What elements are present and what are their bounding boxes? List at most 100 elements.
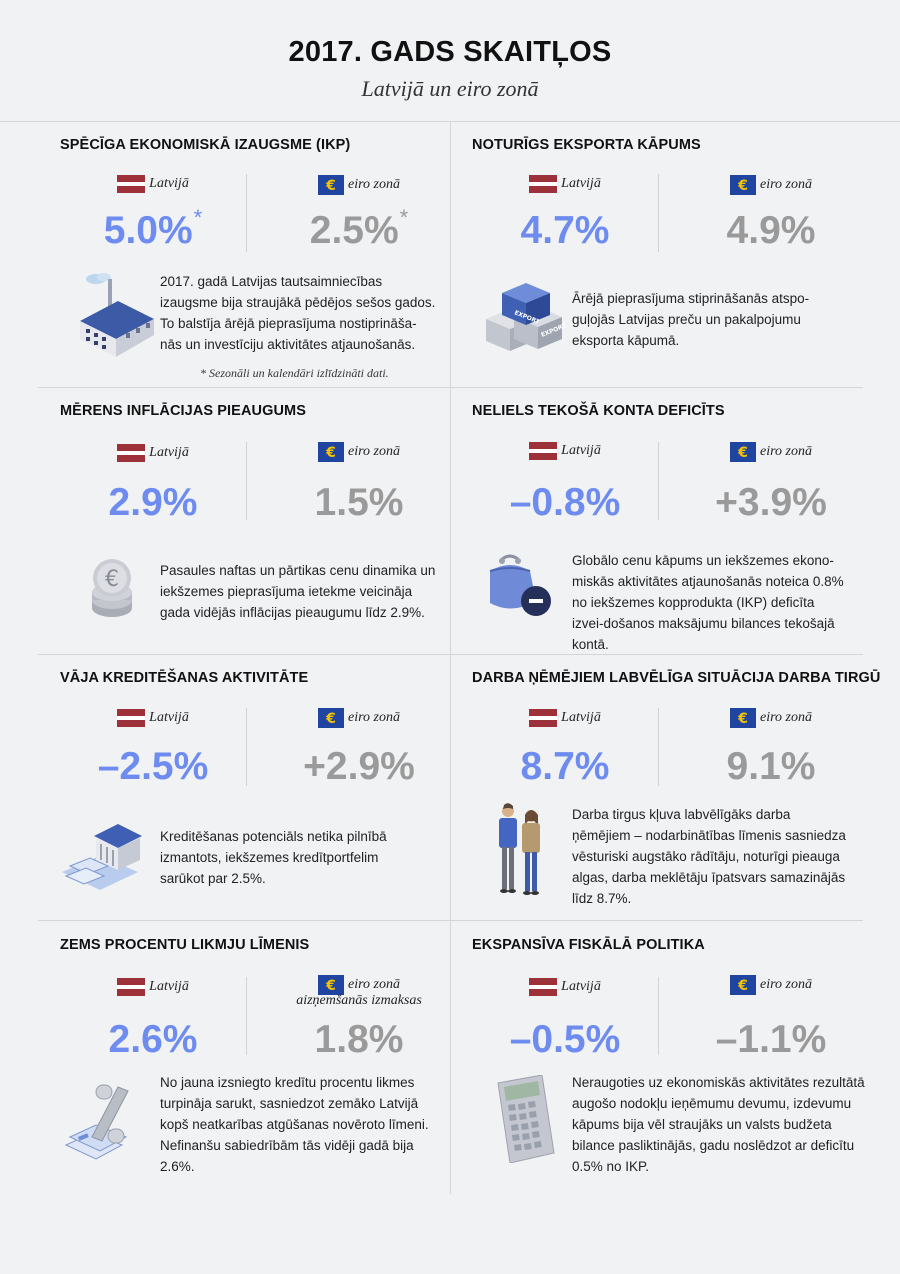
- section-export: NOTURĪGS EKSPORTA KĀPUMS Latvijā € eiro z…: [472, 137, 884, 387]
- footnote-star: *: [193, 205, 203, 230]
- euro-sublabel: aizņemšanās izmaksas: [296, 993, 422, 1008]
- latvia-value: –0.5%: [509, 1018, 621, 1061]
- euro-value: 1.5%: [314, 481, 404, 524]
- euro-label: € eiro zonā: [266, 708, 452, 728]
- section-current-account: NELIELS TEKOŠĀ KONTA DEFICĪTS Latvijā € e…: [472, 403, 884, 653]
- latvia-flag-icon: [117, 978, 146, 996]
- euro-label: € eiro zonā: [266, 175, 452, 195]
- column-divider: [658, 977, 659, 1055]
- section-fiscal-policy: EKSPANSĪVA FISKĀLĀ POLITIKA Latvijā € eir…: [472, 937, 884, 1187]
- eu-flag-icon: €: [730, 442, 756, 462]
- latvia-flag-icon: [117, 175, 146, 193]
- column-divider: [658, 442, 659, 520]
- section-text: 2017. gadā Latvijas tautsaimniecības iza…: [160, 274, 436, 352]
- euro-value: 9.1%: [726, 745, 816, 788]
- latvia-value: 4.7%: [520, 209, 610, 252]
- euro-value: 1.8%: [314, 1018, 404, 1061]
- latvia-label: Latvijā: [60, 709, 246, 727]
- section-text: Neraugoties uz ekonomiskās aktivitātes r…: [572, 1075, 865, 1174]
- svg-text:€: €: [737, 445, 748, 461]
- section-text: Pasaules naftas un pārtikas cenu dinamik…: [160, 563, 436, 620]
- wallet-minus-icon: [489, 554, 551, 616]
- section-title: ZEMS PROCENTU LIKMJU LĪMENIS: [60, 937, 310, 953]
- latvia-label: Latvijā: [60, 175, 246, 193]
- euro-label: € eiro zonā: [678, 175, 864, 195]
- header: 2017. GADS SKAITĻOS Latvijā un eiro zonā: [0, 0, 900, 122]
- latvia-value: 2.9%: [108, 481, 198, 524]
- row-divider: [38, 654, 863, 655]
- column-divider: [246, 174, 247, 252]
- euro-label: € eiro zonā: [678, 975, 864, 995]
- eu-flag-icon: €: [730, 975, 756, 995]
- section-text: No jauna izsniegto kredītu procentu likm…: [160, 1075, 429, 1174]
- section-text: Ārējā pieprasījuma stiprināšanās atspo-g…: [572, 291, 810, 348]
- euro-label: € eiro zonā: [678, 708, 864, 728]
- svg-text:€: €: [105, 567, 119, 592]
- latvia-value: 8.7%: [520, 745, 610, 788]
- calculator-icon: [497, 1075, 555, 1163]
- euro-label: € eiro zonā: [678, 442, 864, 462]
- center-divider: [450, 121, 451, 1194]
- euro-label: € eiro zonā aizņemšanās izmaksas: [266, 975, 452, 1009]
- euro-value: 4.9%: [726, 209, 816, 252]
- eu-flag-icon: €: [730, 708, 756, 728]
- svg-text:€: €: [737, 978, 748, 994]
- svg-text:€: €: [325, 711, 336, 727]
- column-divider: [658, 708, 659, 786]
- latvia-flag-icon: [529, 442, 558, 460]
- svg-text:€: €: [325, 445, 336, 461]
- section-title: NELIELS TEKOŠĀ KONTA DEFICĪTS: [472, 403, 725, 419]
- euro-value: +2.9%: [303, 745, 415, 788]
- euro-value: –1.1%: [715, 1018, 827, 1061]
- latvia-value: –0.8%: [509, 481, 621, 524]
- euro-value: 2.5%*: [309, 205, 409, 252]
- row-divider: [38, 920, 863, 921]
- section-text: Darba tirgus kļuva labvēlīgāks darba ņēm…: [572, 807, 846, 906]
- section-labour-market: DARBA ŅĒMĒJIEM LABVĒLĪGA SITUĀCIJA DARBA…: [472, 670, 884, 920]
- latvia-value: –2.5%: [97, 745, 209, 788]
- latvia-label: Latvijā: [472, 442, 658, 460]
- section-text: Globālo cenu kāpums un iekšzemes ekono-m…: [572, 553, 844, 652]
- svg-text:€: €: [325, 978, 336, 994]
- section-inflation: MĒRENS INFLĀCIJAS PIEAUGUMS Latvijā € eir…: [60, 403, 472, 653]
- eu-flag-icon: €: [730, 175, 756, 195]
- latvia-flag-icon: [117, 709, 146, 727]
- latvia-label: Latvijā: [472, 709, 658, 727]
- section-lending: VĀJA KREDITĒŠANAS AKTIVITĀTE Latvijā € ei…: [60, 670, 472, 920]
- percent-icon: [64, 1084, 129, 1160]
- bank-icon: [62, 824, 142, 890]
- euro-value: +3.9%: [715, 481, 827, 524]
- eu-flag-icon: €: [318, 442, 344, 462]
- section-text: Kreditēšanas potenciāls netika pilnībā i…: [160, 829, 387, 886]
- section-title: DARBA ŅĒMĒJIEM LABVĒLĪGA SITUĀCIJA DARBA…: [472, 670, 881, 686]
- column-divider: [246, 977, 247, 1055]
- page-title: 2017. GADS SKAITĻOS: [288, 36, 612, 68]
- section-gdp: SPĒCĪGA EKONOMISKĀ IZAUGSME (IKP) Latvij…: [60, 137, 472, 387]
- section-title: NOTURĪGS EKSPORTA KĀPUMS: [472, 137, 701, 153]
- column-divider: [658, 174, 659, 252]
- column-divider: [246, 442, 247, 520]
- svg-text:€: €: [737, 178, 748, 194]
- latvia-flag-icon: [117, 444, 146, 462]
- eu-flag-icon: €: [318, 708, 344, 728]
- latvia-value: 2.6%: [108, 1018, 198, 1061]
- svg-text:€: €: [325, 178, 336, 194]
- row-divider: [38, 387, 863, 388]
- factory-icon: [80, 273, 154, 357]
- latvia-label: Latvijā: [472, 175, 658, 193]
- latvia-label: Latvijā: [60, 978, 246, 996]
- footnote-star: *: [399, 205, 409, 230]
- latvia-flag-icon: [529, 709, 558, 727]
- euro-label: € eiro zonā: [266, 442, 452, 462]
- latvia-value: 5.0%*: [103, 205, 203, 252]
- section-interest-rates: ZEMS PROCENTU LIKMJU LĪMENIS Latvijā € ei…: [60, 937, 472, 1187]
- latvia-flag-icon: [529, 175, 558, 193]
- euro-coins-icon: €: [92, 559, 132, 617]
- footnote: * Sezonāli un kalendāri izlīdzināti dati…: [200, 366, 389, 380]
- workers-icon: [499, 803, 540, 895]
- latvia-flag-icon: [529, 978, 558, 996]
- section-title: MĒRENS INFLĀCIJAS PIEAUGUMS: [60, 403, 306, 419]
- latvia-label: Latvijā: [472, 978, 658, 996]
- eu-flag-icon: €: [318, 175, 344, 195]
- section-title: SPĒCĪGA EKONOMISKĀ IZAUGSME (IKP): [60, 137, 351, 153]
